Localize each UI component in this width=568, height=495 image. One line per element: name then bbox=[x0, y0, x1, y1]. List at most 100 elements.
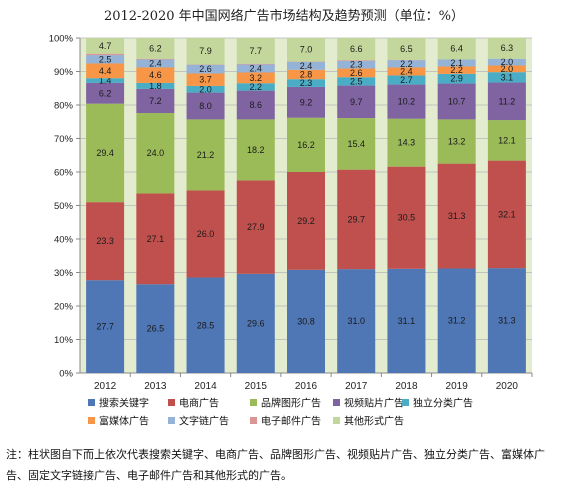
legend-swatch bbox=[402, 399, 409, 406]
data-label: 31.3 bbox=[448, 211, 466, 221]
bar-segment bbox=[387, 268, 426, 373]
legend-label: 独立分类广告 bbox=[413, 397, 473, 410]
y-tick-label: 10% bbox=[54, 335, 74, 346]
bar-segment bbox=[86, 55, 125, 64]
data-label: 4.4 bbox=[99, 66, 112, 76]
data-label: 31.3 bbox=[498, 316, 516, 326]
data-label: 7.7 bbox=[250, 46, 263, 56]
y-tick-label: 100% bbox=[49, 34, 74, 45]
legend-label: 品牌图形广告 bbox=[261, 397, 321, 410]
data-label: 4.6 bbox=[149, 70, 162, 80]
data-label: 6.2 bbox=[149, 43, 162, 53]
data-label: 29.4 bbox=[96, 148, 114, 158]
legend-label: 搜索关键字 bbox=[99, 397, 149, 410]
legend-label: 富媒体广告 bbox=[99, 415, 149, 428]
bar-segment bbox=[186, 73, 225, 86]
data-label: 6.6 bbox=[350, 44, 363, 54]
y-tick-label: 40% bbox=[54, 235, 74, 246]
bar-segment bbox=[86, 82, 125, 104]
data-label: 8.0 bbox=[199, 101, 212, 111]
data-label: 27.9 bbox=[247, 222, 265, 232]
data-label: 31.0 bbox=[347, 316, 365, 326]
data-label: 2.9 bbox=[450, 74, 463, 84]
data-label: 3.2 bbox=[250, 73, 263, 83]
legend-swatch bbox=[250, 417, 257, 424]
data-label: 18.2 bbox=[247, 145, 265, 155]
data-label: 6.2 bbox=[99, 88, 112, 98]
bar-segment bbox=[387, 60, 426, 68]
data-label: 2.6 bbox=[350, 68, 363, 78]
data-label: 28.5 bbox=[197, 320, 215, 330]
legend-label: 视频贴片广告 bbox=[344, 397, 404, 410]
legend-swatch bbox=[168, 417, 175, 424]
bar-segment bbox=[186, 277, 225, 373]
bar-segment bbox=[236, 38, 275, 64]
bar-segment bbox=[236, 273, 275, 373]
data-label: 10.2 bbox=[398, 97, 416, 107]
plot-area: 0% 10% 20% 30% 40% 50% 60% 70% 80% 90% 100% 27.7 23.… bbox=[49, 34, 533, 392]
bar-segment bbox=[387, 84, 426, 119]
data-label: 2.2 bbox=[450, 65, 463, 75]
bar-segment bbox=[86, 202, 125, 281]
bar-segment bbox=[387, 118, 426, 167]
data-label: 14.3 bbox=[398, 138, 416, 148]
data-label: 29.7 bbox=[347, 214, 365, 224]
data-label: 23.3 bbox=[96, 236, 114, 246]
data-label: 2.8 bbox=[300, 70, 313, 80]
bar-segment bbox=[186, 64, 225, 74]
bar-segment bbox=[86, 63, 125, 79]
legend-swatch bbox=[88, 399, 95, 406]
bar-segment bbox=[136, 88, 175, 114]
data-label: 6.5 bbox=[400, 44, 413, 54]
bar-segment bbox=[86, 78, 125, 83]
data-label: 2.2 bbox=[250, 82, 263, 92]
data-label: 2.5 bbox=[99, 54, 112, 64]
data-label: 2.4 bbox=[250, 63, 263, 73]
data-label: 13.2 bbox=[448, 137, 466, 147]
data-label: 2.6 bbox=[199, 64, 212, 74]
y-tick-label: 90% bbox=[54, 67, 74, 78]
x-tick-label: 2016 bbox=[295, 381, 318, 392]
bar-segment bbox=[287, 117, 325, 172]
bar-segment bbox=[387, 166, 426, 269]
bar-segment bbox=[437, 66, 476, 74]
x-tick-label: 2018 bbox=[395, 381, 418, 392]
bar-segment bbox=[236, 180, 275, 274]
bar-segment bbox=[287, 61, 325, 70]
data-label: 7.9 bbox=[199, 46, 212, 56]
bar-segment bbox=[337, 68, 376, 78]
bar-segment bbox=[186, 92, 225, 120]
bar-segment bbox=[387, 75, 426, 85]
bar-segment bbox=[337, 60, 376, 69]
data-label: 16.2 bbox=[297, 140, 315, 150]
data-label: 26.5 bbox=[147, 324, 165, 334]
data-label: 3.7 bbox=[199, 75, 212, 85]
data-label: 2.4 bbox=[300, 61, 313, 71]
bar-segment bbox=[236, 83, 275, 91]
bar-segment bbox=[487, 120, 526, 161]
bar-segment bbox=[86, 38, 125, 54]
legend-label: 其他形式广告 bbox=[344, 415, 404, 428]
bar-segment bbox=[437, 163, 476, 269]
bar-segment bbox=[437, 38, 476, 60]
x-tick-label: 2014 bbox=[194, 381, 217, 392]
data-label: 7.2 bbox=[149, 96, 162, 106]
y-tick-label: 70% bbox=[54, 134, 74, 145]
bar-segment bbox=[287, 69, 325, 80]
data-label: 27.1 bbox=[147, 234, 165, 244]
bar-segment bbox=[487, 160, 526, 269]
bar-segment bbox=[437, 268, 476, 373]
data-label: 2.2 bbox=[400, 59, 413, 69]
bar-segment bbox=[287, 269, 325, 373]
data-label: 31.1 bbox=[398, 316, 416, 326]
data-label: 3.1 bbox=[501, 72, 514, 82]
legend-swatch bbox=[88, 417, 95, 424]
legend-label: 文字链广告 bbox=[179, 415, 229, 428]
bar-segment bbox=[437, 119, 476, 164]
data-label: 2.5 bbox=[350, 76, 363, 86]
data-label: 30.8 bbox=[297, 316, 315, 326]
bar-segment bbox=[136, 284, 175, 373]
bar-segment bbox=[337, 77, 376, 86]
bar-segment bbox=[86, 103, 125, 203]
data-label: 31.2 bbox=[448, 316, 466, 326]
